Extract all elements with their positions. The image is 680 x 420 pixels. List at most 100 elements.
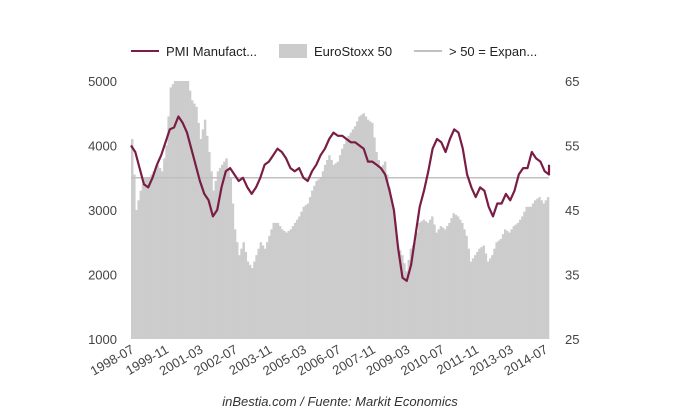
right-tick-label: 35 [565, 268, 579, 283]
stoxx-bar [529, 206, 533, 339]
legend-label-pmi: PMI Manufact... [166, 43, 258, 59]
left-axis-ticks: 1000 2000 3000 4000 5000 [88, 74, 117, 347]
right-tick-label: 45 [565, 203, 579, 218]
source-credit: inBestia.com / Fuente: Markit Economics [222, 394, 458, 409]
stoxx-bar [135, 210, 138, 339]
stoxx-bar [195, 106, 198, 339]
left-tick-label: 2000 [88, 268, 117, 283]
stoxx-bar [476, 251, 479, 339]
stoxx-bar [422, 219, 425, 339]
stoxx-bar [321, 171, 325, 339]
stoxx-bar [516, 222, 520, 339]
stoxx-bar [381, 164, 385, 339]
right-tick-label: 25 [565, 332, 579, 347]
stoxx-bar [540, 200, 543, 339]
stoxx-bar [362, 113, 365, 339]
legend-item-stoxx[interactable]: EuroStoxx 50 [279, 40, 392, 62]
stoxx-bar [512, 226, 515, 340]
stoxx-bar [405, 271, 408, 339]
stoxx-bar [133, 174, 136, 339]
stoxx-bar [437, 229, 440, 339]
stoxx-bar [203, 119, 207, 339]
stoxx-bar [304, 205, 308, 339]
stoxx-bar [521, 216, 524, 339]
stoxx-bar [291, 226, 295, 340]
legend-item-expansion[interactable]: > 50 = Expan... [414, 40, 537, 62]
stoxx-bar [484, 253, 488, 339]
stoxx-bar [443, 229, 447, 339]
legend-item-pmi[interactable]: PMI Manufact... [131, 40, 257, 62]
stoxx-bar [450, 218, 453, 339]
stoxx-bar [338, 155, 342, 339]
stoxx-bar [268, 235, 271, 339]
stoxx-bar [227, 168, 230, 339]
stoxx-bar [448, 222, 451, 339]
stoxx-bar [345, 139, 348, 339]
stoxx-bar [167, 116, 170, 339]
stoxx-bar [332, 164, 335, 339]
stoxx-bar [392, 210, 395, 339]
stoxx-bar [197, 122, 200, 339]
stoxx-bar [206, 135, 209, 339]
stoxx-bar [398, 250, 402, 339]
stoxx-bar [298, 216, 301, 339]
stoxx-bar [184, 81, 188, 339]
stoxx-bar [233, 229, 237, 339]
stoxx-bar [161, 171, 164, 339]
stoxx-bar [428, 219, 432, 339]
stoxx-bar [390, 198, 393, 339]
stoxx-bar [366, 119, 370, 339]
stoxx-bar [456, 216, 460, 339]
stoxx-bar [158, 168, 162, 339]
stoxx-bar [482, 245, 485, 339]
stoxx-bar [407, 259, 410, 339]
stoxx-bar [266, 242, 269, 339]
stoxx-bar [364, 116, 368, 339]
stoxx-bar [315, 180, 318, 339]
stoxx-bar [163, 158, 166, 339]
stoxx-bar [240, 248, 243, 339]
stoxx-bar [296, 219, 299, 339]
stoxx-bar [486, 261, 490, 339]
stoxx-bar [441, 227, 445, 339]
left-tick-label: 5000 [88, 74, 117, 89]
legend-swatch-expansion [414, 50, 442, 52]
stoxx-bar [287, 230, 290, 339]
stoxx-bar [353, 126, 357, 340]
stoxx-bar [306, 203, 310, 339]
stoxx-bar [341, 148, 344, 339]
stoxx-bar [319, 177, 323, 339]
stoxx-bar [173, 81, 177, 339]
stoxx-bar [394, 227, 398, 339]
stoxx-bar [538, 197, 541, 339]
stoxx-bar [420, 221, 423, 339]
stoxx-bar [471, 258, 475, 340]
stoxx-bar [251, 268, 254, 339]
stoxx-bar [229, 177, 233, 339]
stoxx-bar [347, 135, 350, 339]
stoxx-bar [223, 161, 226, 340]
stoxx-bar [169, 87, 173, 339]
x-axis-ticks: 1998-071999-112001-032002-072003-112005-… [88, 342, 551, 379]
stoxx-bar [424, 221, 428, 339]
stoxx-bar [373, 137, 376, 339]
right-axis-ticks: 25 35 45 55 65 [565, 74, 579, 347]
stoxx-bar [435, 232, 438, 339]
stoxx-bar [371, 122, 374, 339]
stoxx-bar [236, 242, 239, 339]
stoxx-bar [409, 248, 413, 339]
stoxx-bar [154, 168, 158, 339]
legend-swatch-stoxx [279, 44, 307, 58]
stoxx-bar [386, 174, 389, 339]
stoxx-bar [186, 81, 190, 339]
stoxx-bar [413, 242, 417, 339]
legend-label-stoxx: EuroStoxx 50 [314, 43, 393, 59]
stoxx-bar [473, 255, 477, 339]
stoxx-bar [141, 184, 145, 339]
stoxx-bar [446, 226, 449, 340]
stoxx-bar [375, 151, 378, 339]
stoxx-bar [143, 177, 147, 339]
legend-swatch-pmi [131, 50, 159, 52]
stoxx-bar [238, 255, 241, 339]
